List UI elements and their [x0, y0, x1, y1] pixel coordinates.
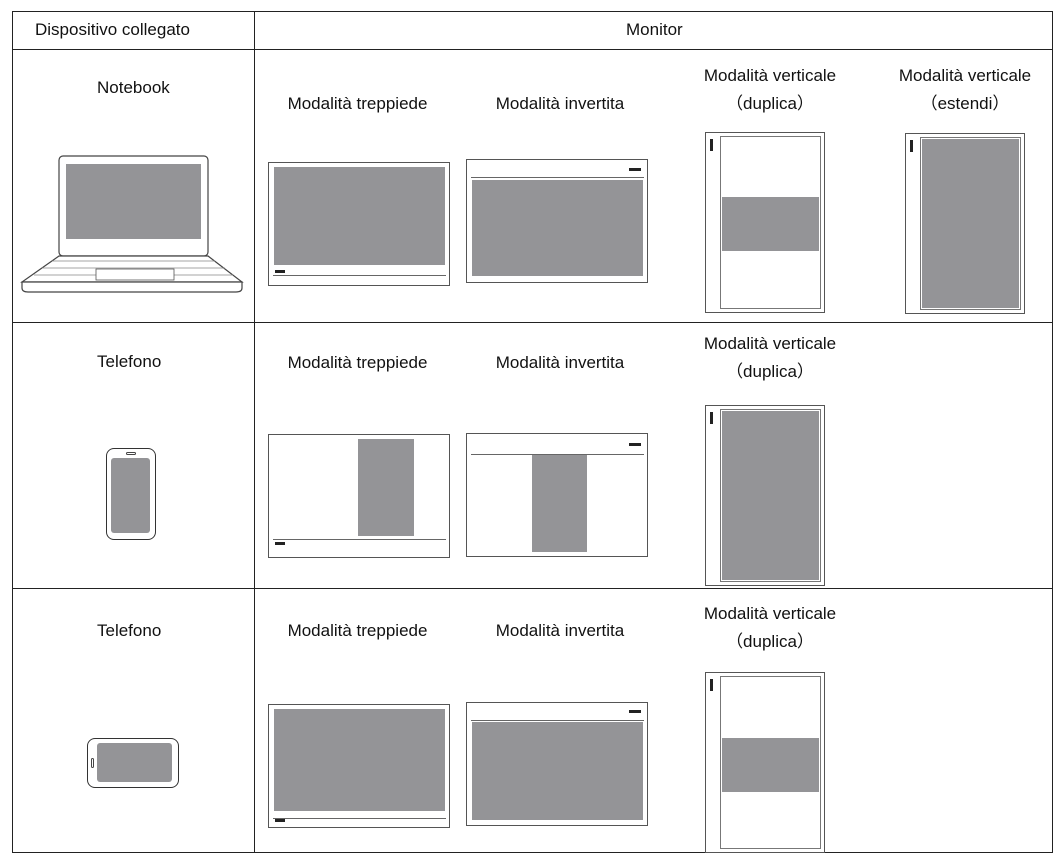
monitor-column-header: Monitor — [626, 20, 683, 39]
row1-tripod-monitor-icon — [268, 162, 450, 286]
column-divider — [254, 11, 255, 853]
row1-device-label: Notebook — [97, 78, 170, 97]
notebook-icon — [20, 155, 244, 293]
row1-portrait-extend-monitor-icon — [905, 133, 1025, 314]
row1-mode-portrait-extend-label: Modalità verticale （estendi） — [898, 66, 1032, 113]
row1-mode-tripod-label: Modalità treppiede — [287, 94, 428, 113]
row3-mode-inverted-label: Modalità invertita — [495, 621, 625, 640]
header-divider — [12, 49, 1053, 50]
row1-mode-inverted-label: Modalità invertita — [495, 94, 625, 113]
row1-mode-portrait-duplicate-label: Modalità verticale （duplica） — [703, 66, 837, 113]
row2-portrait-duplicate-monitor-icon — [705, 405, 825, 586]
row3-portrait-duplicate-monitor-icon — [705, 672, 825, 853]
row3-mode-portrait-duplicate-label: Modalità verticale （duplica） — [703, 604, 837, 651]
connection-table — [12, 11, 1053, 853]
phone-landscape-icon — [87, 738, 179, 788]
row2-inverted-monitor-icon — [466, 433, 648, 557]
row2-mode-inverted-label: Modalità invertita — [495, 353, 625, 372]
row3-device-label: Telefono — [97, 621, 162, 640]
row1-inverted-monitor-icon — [466, 159, 648, 283]
row3-inverted-monitor-icon — [466, 702, 648, 826]
row-divider-1 — [12, 322, 1053, 323]
row3-mode-tripod-label: Modalità treppiede — [287, 621, 428, 640]
row3-tripod-monitor-icon — [268, 704, 450, 828]
row2-mode-tripod-label: Modalità treppiede — [287, 353, 428, 372]
row2-mode-portrait-duplicate-label: Modalità verticale （duplica） — [703, 334, 837, 381]
row2-tripod-monitor-icon — [268, 434, 450, 558]
row-divider-2 — [12, 588, 1053, 589]
phone-portrait-icon — [106, 448, 156, 540]
row2-device-label: Telefono — [97, 352, 162, 371]
row1-portrait-duplicate-monitor-icon — [705, 132, 825, 313]
device-column-header: Dispositivo collegato — [35, 20, 190, 39]
